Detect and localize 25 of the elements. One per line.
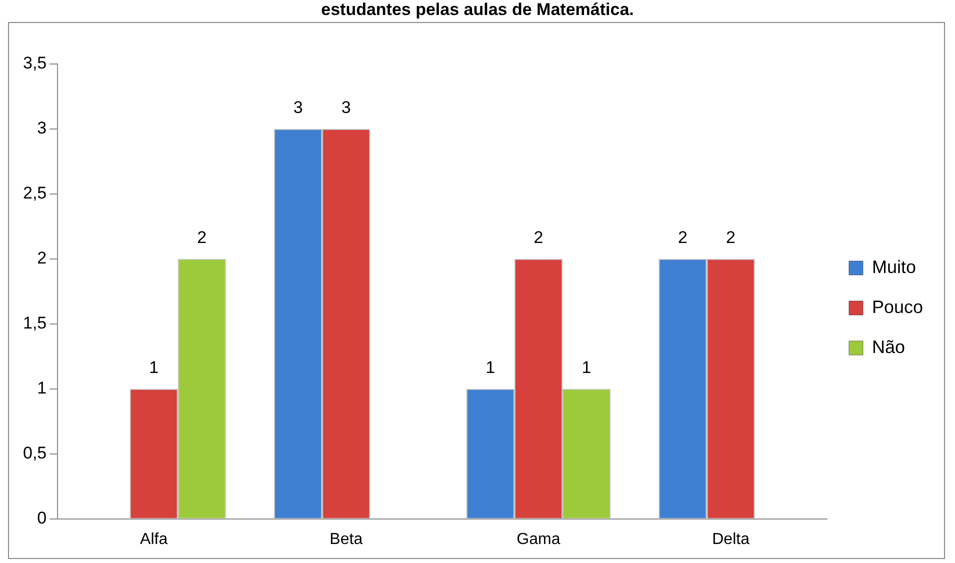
y-tick-label: 1,5 — [22, 314, 47, 333]
y-tick-label: 0 — [37, 508, 47, 528]
data-label: 1 — [149, 358, 159, 378]
data-label: 2 — [678, 228, 688, 248]
x-tick-label: Delta — [712, 530, 750, 548]
data-label: 3 — [293, 98, 303, 118]
y-tick-label: 3 — [37, 118, 47, 138]
data-label: 2 — [534, 228, 544, 248]
data-label: 1 — [486, 358, 496, 378]
legend-label: Não — [872, 336, 905, 357]
legend-label: Pouco — [872, 296, 924, 317]
x-tick-label: Gama — [516, 530, 560, 548]
data-label: 3 — [341, 98, 351, 118]
legend-label: Muito — [872, 256, 916, 277]
y-tick-label: 1 — [37, 378, 47, 398]
data-label: 1 — [582, 358, 592, 378]
y-tick-label: 2 — [37, 248, 47, 268]
x-tick-label: Beta — [330, 530, 363, 548]
chart-title: estudantes pelas aulas de Matemática. — [320, 0, 635, 20]
x-tick-label: Alfa — [140, 530, 168, 548]
data-label: 2 — [726, 228, 736, 248]
y-tick-label: 2,5 — [22, 184, 47, 203]
y-tick-label: 3,5 — [22, 54, 47, 73]
y-tick-label: 0,5 — [22, 444, 47, 463]
data-label: 2 — [197, 228, 207, 248]
